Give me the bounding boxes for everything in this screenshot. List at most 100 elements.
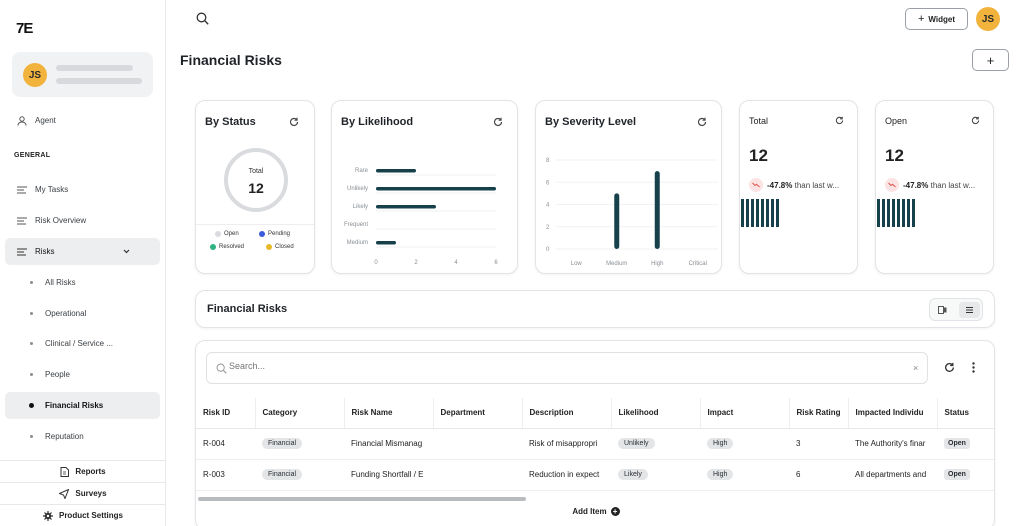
refresh-icon[interactable] (493, 117, 503, 127)
sidebar-subitem-all-risks[interactable]: All Risks (5, 269, 160, 296)
bullet-icon (30, 281, 33, 284)
search-icon[interactable] (196, 12, 209, 25)
kpi-value: 12 (749, 146, 768, 165)
bar (376, 169, 416, 173)
refresh-icon[interactable] (971, 116, 980, 125)
bar (376, 187, 496, 191)
bullet-icon (30, 342, 33, 345)
x-tick-label: Critical (689, 261, 707, 267)
by-likelihood-widget: By Likelihood Rare Unlikely Likely Frequent… (331, 100, 518, 274)
donut-total-label: Total (248, 168, 264, 175)
kpi-change-suffix: than last w... (794, 181, 840, 190)
legend-open: Open (215, 231, 239, 237)
widget-title: Open (885, 116, 908, 126)
refresh-icon[interactable] (944, 362, 955, 373)
widget-title: By Status (205, 116, 256, 128)
horizontal-scrollbar[interactable] (198, 497, 526, 501)
column-header[interactable]: Likelihood (611, 398, 701, 429)
column-header[interactable]: Department (433, 398, 523, 429)
sidebar-item-risks[interactable]: Risks (5, 238, 160, 265)
y-tick-label: Likely (353, 204, 368, 210)
column-header[interactable]: Risk ID (196, 398, 256, 429)
legend-swatch (266, 244, 272, 250)
sidebar: 7E JS Agent GENERAL My Tasks Risk Overvi… (0, 0, 166, 526)
column-header[interactable]: Risk Name (344, 398, 434, 429)
user-name-placeholder (56, 65, 133, 71)
cell-impacted: All departments and (848, 459, 937, 491)
y-tick-label: 8 (546, 158, 550, 164)
status-donut (224, 148, 288, 212)
refresh-icon[interactable] (289, 117, 299, 127)
sidebar-subitem-financial-risks[interactable]: Financial Risks (5, 392, 160, 419)
impact-pill: High (707, 469, 734, 480)
table-row[interactable]: R-004 Financial Financial Mismanag Risk … (196, 428, 994, 460)
list-view-icon[interactable] (959, 302, 980, 318)
column-header[interactable]: Description (522, 398, 612, 429)
sidebar-subitem-clinical[interactable]: Clinical / Service ... (5, 330, 160, 357)
sidebar-item-label: Risk Overview (35, 216, 87, 225)
risks-table: Risk ID Category Risk Name Department De… (196, 398, 994, 491)
kpi-change-row: -47.8% than last w... (903, 181, 975, 190)
add-item-button[interactable]: Add Item + (196, 507, 994, 516)
column-header[interactable]: Impact (700, 398, 790, 429)
status-badge: Open (944, 469, 970, 480)
x-tick-label: 0 (374, 260, 378, 266)
page-title: Financial Risks (180, 52, 282, 68)
search-box[interactable]: × (206, 352, 928, 384)
gear-icon (42, 510, 53, 521)
cell-impact: High (700, 428, 789, 460)
reports-link[interactable]: Reports (0, 460, 166, 482)
y-tick-label: 6 (546, 180, 550, 186)
sidebar-item-my-tasks[interactable]: My Tasks (5, 176, 160, 203)
cell-status: Open (937, 459, 994, 491)
x-tick-label: 4 (454, 260, 458, 266)
surveys-label: Surveys (75, 489, 107, 498)
document-icon (60, 466, 70, 477)
sidebar-subitem-people[interactable]: People (5, 361, 160, 388)
y-tick-label: 4 (546, 203, 550, 209)
grid-view-icon[interactable] (938, 306, 947, 314)
more-options-icon[interactable] (972, 362, 975, 373)
column-header[interactable]: Risk Rating (789, 398, 849, 429)
add-widget-button[interactable]: + Widget (905, 8, 968, 30)
cell-risk-rating: 3 (789, 428, 848, 460)
sidebar-subitem-operational[interactable]: Operational (5, 300, 160, 327)
product-settings-link[interactable]: Product Settings (0, 504, 166, 526)
legend-label: Open (224, 231, 239, 237)
sidebar-subitem-reputation[interactable]: Reputation (5, 423, 160, 450)
refresh-icon[interactable] (697, 117, 707, 127)
column-header[interactable]: Impacted Individu (848, 398, 938, 429)
sidebar-item-risk-overview[interactable]: Risk Overview (5, 207, 160, 234)
add-button[interactable]: + (972, 49, 1009, 71)
y-tick-label: Rare (355, 168, 369, 174)
by-status-widget: By Status Total 12 Open Pending Resolved… (195, 100, 315, 274)
chevron-down-icon[interactable] (123, 249, 130, 254)
sidebar-subitem-label: All Risks (45, 278, 76, 287)
cell-risk-id: R-003 (196, 459, 255, 491)
search-input[interactable] (229, 361, 889, 371)
plus-icon: + (917, 13, 925, 25)
cell-risk-id: R-004 (196, 428, 255, 460)
app-logo[interactable]: 7E (16, 20, 33, 37)
cell-status: Open (937, 428, 994, 460)
user-avatar: JS (23, 63, 47, 87)
column-header[interactable]: Category (255, 398, 345, 429)
legend-closed: Closed (266, 244, 294, 250)
table-row[interactable]: R-003 Financial Funding Shortfall / E Re… (196, 459, 994, 491)
clear-icon[interactable]: × (913, 363, 919, 373)
sidebar-item-agent[interactable]: Agent (5, 107, 160, 134)
legend-pending: Pending (259, 231, 290, 237)
column-header[interactable]: Status (937, 398, 994, 429)
user-card[interactable]: JS (12, 52, 153, 97)
refresh-icon[interactable] (835, 116, 844, 125)
surveys-link[interactable]: Surveys (0, 482, 166, 504)
trend-down-icon (749, 178, 763, 192)
x-tick-label: 6 (494, 260, 498, 266)
header-user-avatar[interactable]: JS (976, 7, 1000, 31)
x-tick-label: 2 (414, 260, 418, 266)
sidebar-subitem-label: Clinical / Service ... (45, 339, 114, 348)
legend-label: Pending (268, 231, 291, 237)
category-pill: Financial (262, 438, 303, 449)
sidebar-subitem-label: People (45, 370, 70, 379)
list-icon (15, 186, 29, 194)
